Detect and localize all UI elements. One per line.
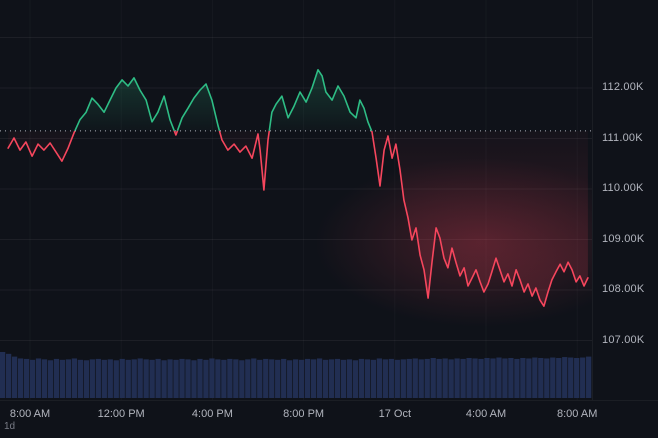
price-line-down [7,130,589,307]
time-tick-label: 12:00 PM [97,408,145,420]
time-tick-label: 8:00 PM [283,408,325,420]
price-axis[interactable]: 112.00K 111.00K 110.00K 109.00K 108.00K 107.0… [592,0,658,400]
price-tick-label: 107.00K [602,333,645,346]
price-tick-label: 108.00K [602,283,645,295]
time-axis[interactable]: 8:00 AM 12:00 PM 4:00 PM 8:00 PM 17 Oct 4:00 … [0,400,658,438]
price-tick-label: 112.00K [602,81,644,93]
price-tick-label: 109.00K [602,232,645,245]
time-tick-label: 17 Oct [378,408,411,420]
area-fill-up [8,69,588,131]
time-tick-label: 8:00 AM [9,408,51,420]
price-tick-label: 110.00K [602,182,644,194]
area-fill-down [8,130,588,307]
price-chart[interactable] [0,0,592,400]
timeframe-label[interactable]: 1d [4,421,16,432]
time-tick-label: 4:00 AM [465,408,507,420]
time-tick-label: 4:00 PM [191,408,233,420]
volume-bars [0,352,592,398]
time-tick-label: 8:00 AM [557,408,598,420]
price-tick-label: 111.00K [602,131,643,144]
price-line-up [74,69,373,131]
